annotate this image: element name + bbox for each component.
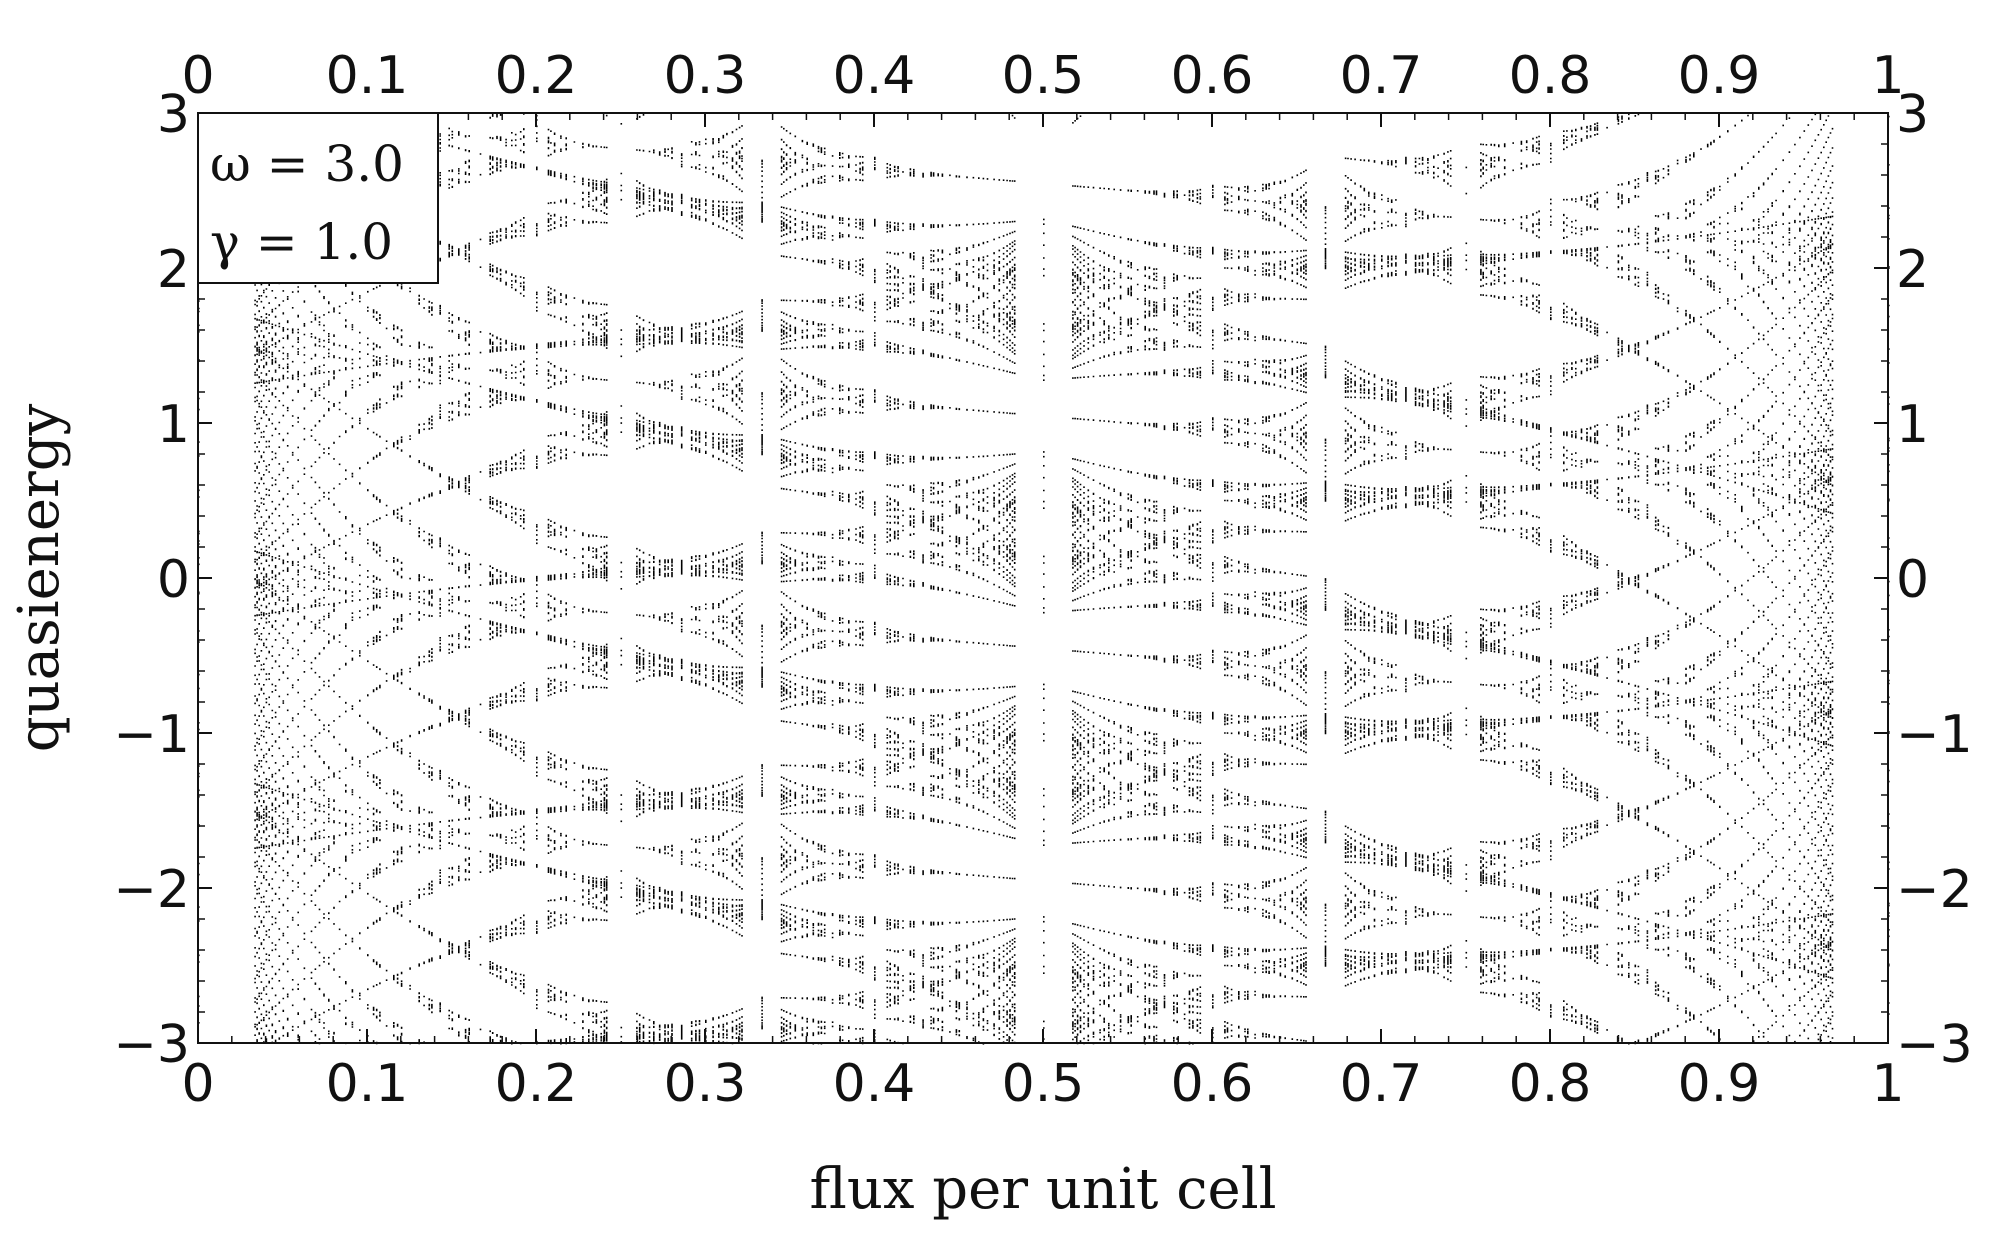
x-tick-label-top: 0 xyxy=(181,46,214,106)
legend-box xyxy=(197,112,439,284)
y-tick-label-left: −2 xyxy=(113,860,190,920)
y-tick-label-left: −1 xyxy=(113,705,190,765)
x-tick-label-bottom: 0.5 xyxy=(1002,1054,1085,1114)
y-tick-label-left: −3 xyxy=(113,1015,190,1075)
y-tick-label-right: 3 xyxy=(1896,85,1929,145)
legend-gamma-text: γ = 1.0 xyxy=(210,213,393,271)
x-tick-label-top: 1 xyxy=(1871,46,1904,106)
x-tick-label-bottom: 0 xyxy=(181,1054,214,1114)
spectrum-points xyxy=(198,113,1890,1045)
x-tick-label-top: 0.6 xyxy=(1171,46,1254,106)
data-points xyxy=(198,113,1890,1045)
x-ticks-top: 0 0.1 0.2 0.3 0.4 0.5 0.6 0.7 0.8 0.9 1 xyxy=(181,46,1905,127)
x-tick-label-bottom: 0.9 xyxy=(1678,1054,1761,1114)
y-tick-label-right: −1 xyxy=(1896,705,1973,765)
y-tick-label-left: 1 xyxy=(157,395,190,455)
y-ticks-right: −3 −2 −1 0 1 2 3 xyxy=(1874,85,1973,1075)
x-tick-label-bottom: 0.4 xyxy=(833,1054,916,1114)
x-tick-label-bottom: 0.7 xyxy=(1340,1054,1423,1114)
x-tick-label-bottom: 0.1 xyxy=(326,1054,409,1114)
x-tick-label-top: 0.8 xyxy=(1509,46,1592,106)
x-tick-label-top: 0.7 xyxy=(1340,46,1423,106)
y-tick-label-right: 0 xyxy=(1896,550,1929,610)
y-tick-label-left: 2 xyxy=(157,240,190,300)
x-tick-label-top: 0.5 xyxy=(1002,46,1085,106)
x-tick-label-bottom: 0.6 xyxy=(1171,1054,1254,1114)
y-axis-label: quasienergy xyxy=(7,403,72,752)
parameter-legend: ω = 3.0 γ = 1.0 xyxy=(197,112,439,284)
y-tick-label-left: 3 xyxy=(157,85,190,145)
y-tick-label-right: −3 xyxy=(1896,1015,1973,1075)
y-tick-label-left: 0 xyxy=(157,550,190,610)
legend-omega-text: ω = 3.0 xyxy=(210,135,404,193)
x-tick-label-top: 0.4 xyxy=(833,46,916,106)
y-tick-label-right: 2 xyxy=(1896,240,1929,300)
x-axis-label: flux per unit cell xyxy=(809,1157,1276,1222)
x-ticks-bottom: 0 0.1 0.2 0.3 0.4 0.5 0.6 0.7 0.8 0.9 1 xyxy=(181,1029,1905,1114)
y-ticks-left: −3 −2 −1 0 1 2 3 xyxy=(113,85,212,1075)
x-tick-label-top: 0.3 xyxy=(664,46,747,106)
y-tick-label-right: 1 xyxy=(1896,395,1929,455)
x-tick-label-top: 0.9 xyxy=(1678,46,1761,106)
x-tick-label-top: 0.2 xyxy=(495,46,578,106)
x-tick-label-bottom: 1 xyxy=(1871,1054,1904,1114)
x-tick-label-bottom: 0.8 xyxy=(1509,1054,1592,1114)
x-tick-label-top: 0.1 xyxy=(326,46,409,106)
x-tick-label-bottom: 0.3 xyxy=(664,1054,747,1114)
x-tick-label-bottom: 0.2 xyxy=(495,1054,578,1114)
y-tick-label-right: −2 xyxy=(1896,860,1973,920)
